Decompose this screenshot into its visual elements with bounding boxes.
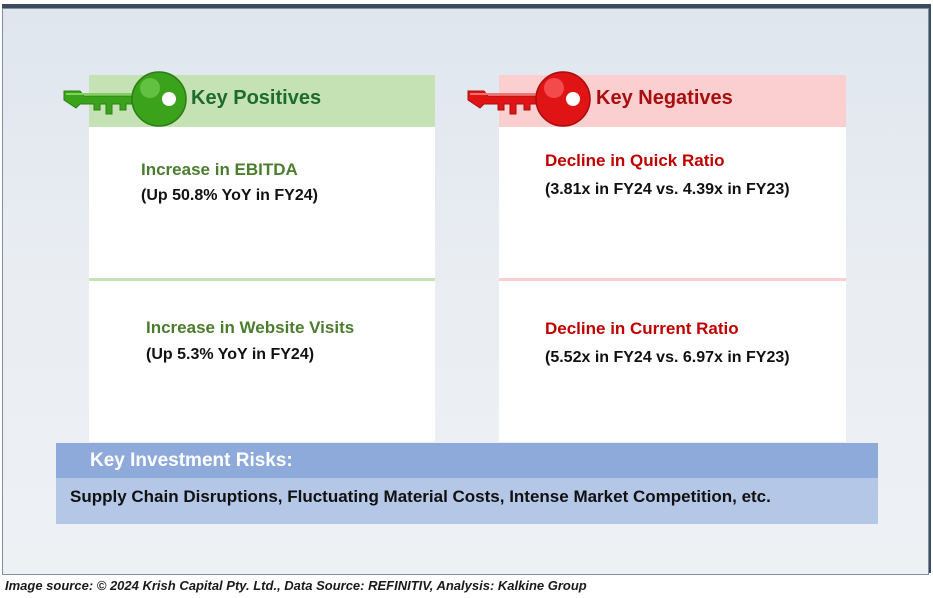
green-key-icon xyxy=(63,71,187,127)
negative-item-title: Decline in Quick Ratio xyxy=(545,151,725,170)
key-positives-heading: Key Positives xyxy=(191,87,322,109)
frame-top-border xyxy=(2,4,929,8)
frame-right-border xyxy=(927,4,931,573)
positive-item-detail: (Up 50.8% YoY in FY24) xyxy=(141,187,318,204)
key-positives-panel: Key Positives Increase in EBITDA (Up 50.… xyxy=(89,75,435,442)
key-investment-risks-body: Supply Chain Disruptions, Fluctuating Ma… xyxy=(56,478,878,524)
negative-item-detail: (3.81x in FY24 vs. 4.39x in FY23) xyxy=(545,181,790,198)
negatives-divider xyxy=(499,278,846,281)
key-negatives-panel: Key Negatives Decline in Quick Ratio (3.… xyxy=(499,75,846,442)
negative-item-title: Decline in Current Ratio xyxy=(545,319,739,338)
key-investment-risks-text: Supply Chain Disruptions, Fluctuating Ma… xyxy=(70,487,771,506)
key-investment-risks-heading: Key Investment Risks: xyxy=(90,450,293,471)
positive-item-detail: (Up 5.3% YoY in FY24) xyxy=(146,346,315,363)
positive-item-title: Increase in Website Visits xyxy=(146,318,355,337)
positives-divider xyxy=(89,278,435,281)
image-source-caption: Image source: © 2024 Krish Capital Pty. … xyxy=(5,578,587,593)
key-investment-risks-header: Key Investment Risks: xyxy=(56,443,878,478)
key-negatives-heading: Key Negatives xyxy=(596,87,733,109)
positive-item-title: Increase in EBITDA xyxy=(141,160,298,179)
red-key-icon xyxy=(467,71,591,127)
negative-item-detail: (5.52x in FY24 vs. 6.97x in FY23) xyxy=(545,349,790,366)
